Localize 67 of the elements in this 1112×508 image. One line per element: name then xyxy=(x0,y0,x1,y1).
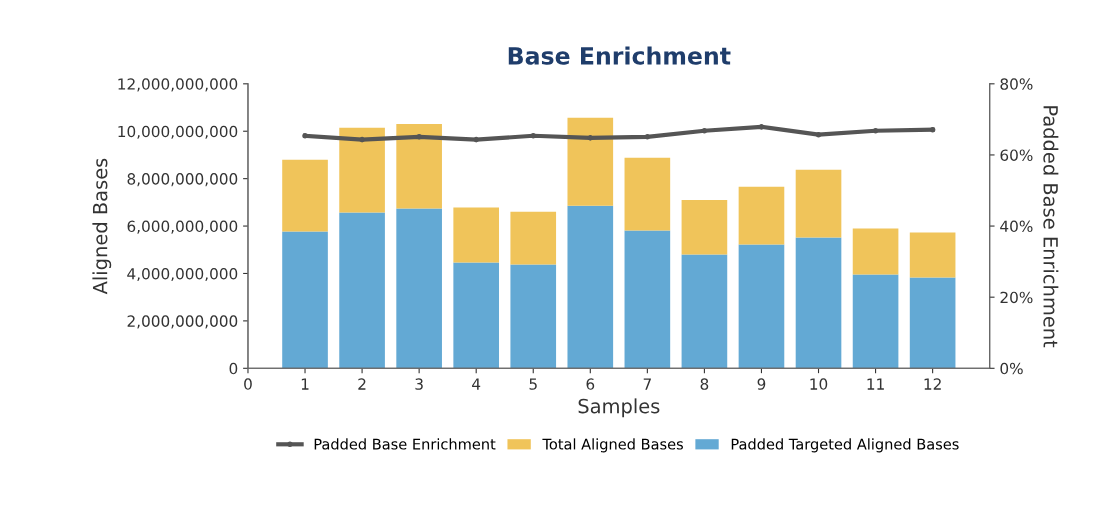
x-tick-label: 11 xyxy=(867,378,884,390)
x-tick-label: 10 xyxy=(810,378,828,390)
point xyxy=(758,124,765,130)
legend-label: Total Aligned Bases xyxy=(542,438,683,453)
chart-title: Base Enrichment xyxy=(508,46,731,65)
x-tick-label: 1 xyxy=(301,378,309,390)
y2-tick-label: 80% xyxy=(1000,78,1033,90)
y2-tick-label: 0% xyxy=(1000,362,1023,375)
y-tick-label: 10,000,000,000 xyxy=(118,125,238,139)
bar xyxy=(795,237,842,369)
point xyxy=(929,126,936,133)
point xyxy=(359,136,365,143)
y-tick-label: 6,000,000,000 xyxy=(127,220,238,234)
bar xyxy=(738,244,785,369)
x-tick-label: 3 xyxy=(415,378,423,390)
x-tick-label: 4 xyxy=(472,378,481,390)
bar xyxy=(681,199,728,255)
y2-axis-title: Padded Base Enrichment xyxy=(1043,106,1059,348)
point xyxy=(815,131,822,138)
x-axis-title: Samples xyxy=(578,398,660,418)
bar xyxy=(738,186,785,245)
point xyxy=(473,136,479,143)
legend-label: Padded Targeted Aligned Bases xyxy=(731,438,959,453)
bar xyxy=(396,208,442,369)
y2-tick-label: 20% xyxy=(1000,291,1033,304)
bar xyxy=(339,212,385,369)
x-tick-label: 8 xyxy=(700,378,709,390)
x-tick-label: 6 xyxy=(586,378,595,390)
bar xyxy=(282,159,328,232)
point xyxy=(644,134,651,140)
y-tick-label: 8,000,000,000 xyxy=(127,173,238,187)
x-tick-label: 12 xyxy=(924,378,941,390)
point xyxy=(872,127,879,134)
bar xyxy=(567,205,614,369)
x-tick-label: 7 xyxy=(643,378,651,390)
bar xyxy=(453,262,500,369)
bar xyxy=(567,117,614,206)
bar xyxy=(681,254,728,369)
y2-tick-label: 60% xyxy=(1000,149,1033,161)
bar xyxy=(624,157,671,231)
bar xyxy=(795,169,842,238)
point xyxy=(530,132,537,139)
bar xyxy=(852,274,899,369)
y-axis-title: Aligned Bases xyxy=(92,158,112,295)
legend-label: Padded Base Enrichment xyxy=(314,438,496,450)
x-tick-label: 9 xyxy=(757,378,766,390)
y-tick-label: 12,000,000,000 xyxy=(118,78,238,92)
point xyxy=(416,134,422,140)
bar xyxy=(624,230,671,369)
bar xyxy=(396,124,442,209)
x-tick-label: 0 xyxy=(244,378,252,390)
bar xyxy=(909,232,956,278)
y-tick-label: 4,000,000,000 xyxy=(127,267,238,282)
bar xyxy=(909,277,956,369)
y-tick-label: 2,000,000,000 xyxy=(127,315,238,329)
point xyxy=(302,132,308,139)
bar xyxy=(510,264,557,369)
point xyxy=(701,127,708,134)
bar xyxy=(852,228,899,275)
bar xyxy=(510,211,557,265)
y2-tick-label: 40% xyxy=(1000,220,1033,233)
bar xyxy=(282,231,328,369)
bar xyxy=(339,127,385,213)
bar xyxy=(453,207,500,263)
x-tick-label: 5 xyxy=(529,378,537,390)
y-tick-label: 0 xyxy=(229,362,238,375)
x-tick-label: 2 xyxy=(358,378,366,390)
